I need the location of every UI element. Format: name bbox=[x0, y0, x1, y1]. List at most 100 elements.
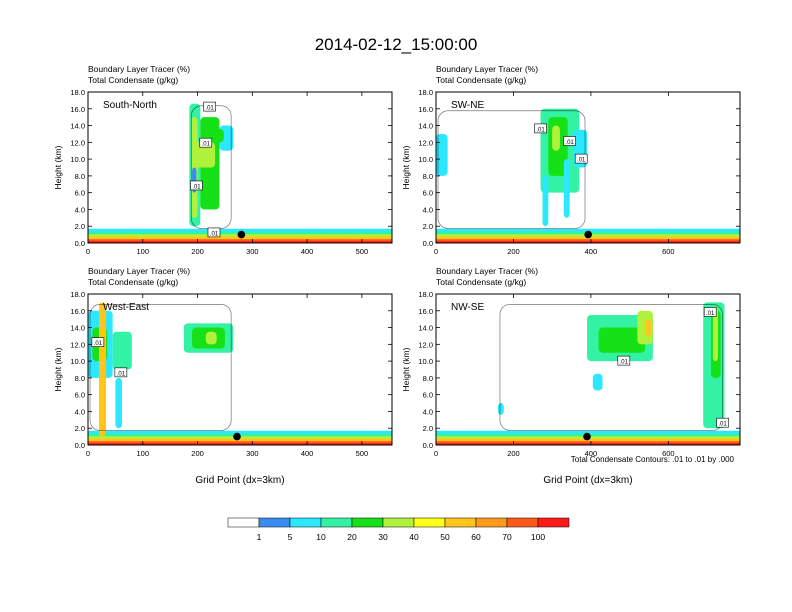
contour-label-box bbox=[190, 180, 203, 191]
tracer-band-5 bbox=[436, 239, 740, 243]
x-tick-label: 200 bbox=[507, 247, 520, 256]
tracer-plume-6 bbox=[194, 142, 216, 168]
y-tick-label: 0.0 bbox=[423, 441, 433, 450]
y-tick-label: 8.0 bbox=[423, 374, 433, 383]
location-marker bbox=[584, 230, 592, 239]
panel-label: West-East bbox=[103, 302, 149, 313]
panels: 0.0 2.0 4.0 6.0 8.0 10.0 12.0 14.0 16.0 18.0 0 100 2… bbox=[53, 64, 741, 486]
y-axis-label: Height (km) bbox=[53, 347, 63, 391]
y-tick-label: 18.0 bbox=[70, 290, 85, 299]
plot-area bbox=[88, 294, 392, 445]
colorbar-swatch bbox=[506, 517, 539, 528]
panel-title-line1: Boundary Layer Tracer (%) bbox=[436, 64, 538, 74]
colorbar-label: 60 bbox=[471, 532, 481, 542]
x-tick-label: 200 bbox=[191, 449, 204, 458]
panel-label: SW-NE bbox=[451, 100, 484, 111]
y-tick-label: 12.0 bbox=[70, 138, 85, 147]
y-tick-label: 0.0 bbox=[423, 239, 433, 248]
y-tick-label: 12.0 bbox=[70, 340, 85, 349]
x-tick-label: 400 bbox=[301, 449, 314, 458]
tracer-plume-5 bbox=[213, 128, 224, 143]
x-tick-label: 0 bbox=[434, 449, 438, 458]
panel-4: 0.0 2.0 4.0 6.0 8.0 10.0 12.0 14.0 16.0 18.0 0 200 4… bbox=[401, 266, 741, 486]
contour-label-box bbox=[114, 367, 128, 378]
tracer-plume-5 bbox=[592, 373, 603, 391]
x-tick-label: 500 bbox=[356, 449, 369, 458]
contour-label-box bbox=[563, 136, 576, 146]
colorbar-swatch bbox=[320, 517, 353, 528]
contour-label: .01 bbox=[706, 311, 715, 317]
x-tick-label: 200 bbox=[191, 247, 204, 256]
y-tick-label: 16.0 bbox=[70, 105, 85, 114]
contour-label: .01 bbox=[577, 158, 586, 164]
x-tick-label: 0 bbox=[86, 247, 90, 256]
y-tick-label: 4.0 bbox=[75, 205, 85, 214]
tracer-band-5 bbox=[88, 239, 392, 243]
contour-label: .01 bbox=[565, 140, 574, 146]
colorbar-swatch bbox=[351, 517, 384, 528]
y-tick-label: 2.0 bbox=[423, 424, 433, 433]
x-tick-label: 200 bbox=[507, 449, 520, 458]
x-tick-label: 400 bbox=[585, 247, 598, 256]
colorbar-swatch bbox=[537, 517, 570, 528]
colorbar-label: 70 bbox=[502, 532, 512, 542]
colorbar-swatch bbox=[382, 517, 415, 528]
tracer-band-6 bbox=[88, 443, 392, 445]
colorbar-swatch bbox=[475, 517, 508, 528]
tracer-plume-6 bbox=[563, 159, 570, 218]
figure-title: 2014-02-12_15:00:00 bbox=[315, 35, 478, 54]
colorbar-swatch bbox=[227, 517, 260, 528]
x-axis-label: Grid Point (dx=3km) bbox=[543, 475, 632, 486]
y-tick-label: 14.0 bbox=[418, 122, 433, 131]
tracer-band-6 bbox=[436, 241, 740, 243]
contour-label-box bbox=[203, 101, 216, 112]
x-tick-label: 100 bbox=[137, 449, 150, 458]
tracer-band-6 bbox=[88, 241, 392, 243]
x-tick-label: 100 bbox=[137, 247, 150, 256]
x-tick-label: 300 bbox=[246, 449, 259, 458]
panel-2: 0.0 2.0 4.0 6.0 8.0 10.0 12.0 14.0 16.0 18.0 0 200 4… bbox=[401, 64, 741, 256]
y-tick-label: 6.0 bbox=[75, 189, 85, 198]
colorbar-swatch bbox=[444, 517, 477, 528]
panel-1: 0.0 2.0 4.0 6.0 8.0 10.0 12.0 14.0 16.0 18.0 0 100 2… bbox=[53, 64, 393, 256]
y-tick-label: 6.0 bbox=[423, 189, 433, 198]
contour-label-box bbox=[716, 417, 729, 428]
tracer-plume-2 bbox=[598, 327, 646, 353]
colorbar-label: 10 bbox=[316, 532, 326, 542]
y-tick-label: 18.0 bbox=[418, 290, 433, 299]
tracer-band-5 bbox=[436, 441, 740, 445]
x-tick-label: 600 bbox=[662, 449, 675, 458]
y-tick-label: 12.0 bbox=[418, 138, 433, 147]
tracer-plume-3 bbox=[112, 331, 132, 370]
tracer-plume-1 bbox=[436, 133, 448, 176]
panel-title-line2: Total Condensate (g/kg) bbox=[88, 277, 178, 287]
plot-frame bbox=[435, 91, 741, 244]
y-tick-label: 6.0 bbox=[423, 391, 433, 400]
plot-area bbox=[88, 92, 392, 243]
x-tick-label: 600 bbox=[662, 247, 675, 256]
tracer-field bbox=[88, 302, 392, 445]
y-tick-label: 4.0 bbox=[423, 407, 433, 416]
location-marker bbox=[237, 230, 246, 239]
location-marker bbox=[233, 432, 241, 441]
y-tick-label: 10.0 bbox=[70, 155, 85, 164]
contour-label: .01 bbox=[205, 106, 214, 112]
tracer-plume-5 bbox=[552, 125, 560, 151]
condensate-contour bbox=[89, 304, 232, 431]
contour-label-box bbox=[617, 355, 631, 366]
contour-label-box bbox=[199, 137, 213, 148]
colorbar-label: 40 bbox=[409, 532, 419, 542]
y-tick-label: 18.0 bbox=[418, 88, 433, 97]
colorbar-label: 30 bbox=[378, 532, 388, 542]
y-tick-label: 18.0 bbox=[70, 88, 85, 97]
colorbar-swatch bbox=[258, 517, 291, 528]
contour-label-box bbox=[703, 307, 717, 317]
panel-3: 0.0 2.0 4.0 6.0 8.0 10.0 12.0 14.0 16.0 18.0 0 100 2… bbox=[53, 266, 393, 486]
tracer-band-5 bbox=[88, 441, 392, 445]
colorbar-swatch bbox=[289, 517, 322, 528]
y-tick-label: 10.0 bbox=[418, 357, 433, 366]
contour-label: .01 bbox=[536, 127, 545, 133]
x-tick-label: 400 bbox=[585, 449, 598, 458]
y-tick-label: 0.0 bbox=[75, 239, 85, 248]
y-tick-label: 10.0 bbox=[70, 357, 85, 366]
